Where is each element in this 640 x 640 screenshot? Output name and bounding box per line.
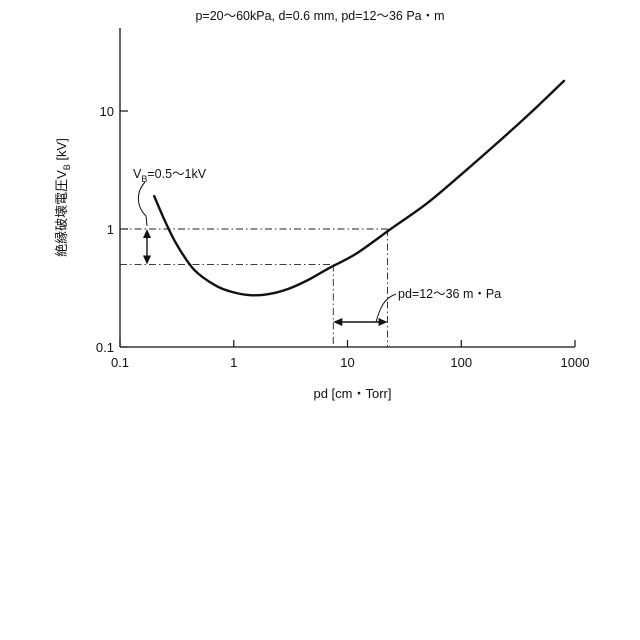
- y-tick-label: 10: [100, 104, 114, 119]
- pd-arrow-head-left: [333, 318, 342, 326]
- pd-arrow-head-right: [379, 318, 388, 326]
- y-tick-label: 1: [107, 222, 114, 237]
- chart-title: p=20～60kPa, d=0.6 mm, pd=12～36 Pa・m: [195, 9, 444, 23]
- y-axis-label: 絶縁破壊電圧VB [kV]: [54, 138, 72, 257]
- x-tick-label: 0.1: [111, 355, 129, 370]
- x-tick-label: 1000: [561, 355, 590, 370]
- x-tick-label: 100: [450, 355, 472, 370]
- x-tick-label: 10: [340, 355, 354, 370]
- vb-arrow-head-down: [143, 256, 151, 265]
- vb-arrow-head-up: [143, 229, 151, 238]
- pd-leader-line: [376, 294, 396, 322]
- breakdown-voltage-curve: [154, 81, 564, 295]
- vb-leader-line: [138, 182, 147, 226]
- y-tick-label: 0.1: [96, 340, 114, 355]
- x-axis-label: pd [cm・Torr]: [313, 386, 391, 401]
- pd-annotation: pd=12～36 m・Pa: [398, 287, 501, 301]
- x-tick-label: 1: [230, 355, 237, 370]
- vb-annotation: VB=0.5～1kV: [133, 167, 207, 184]
